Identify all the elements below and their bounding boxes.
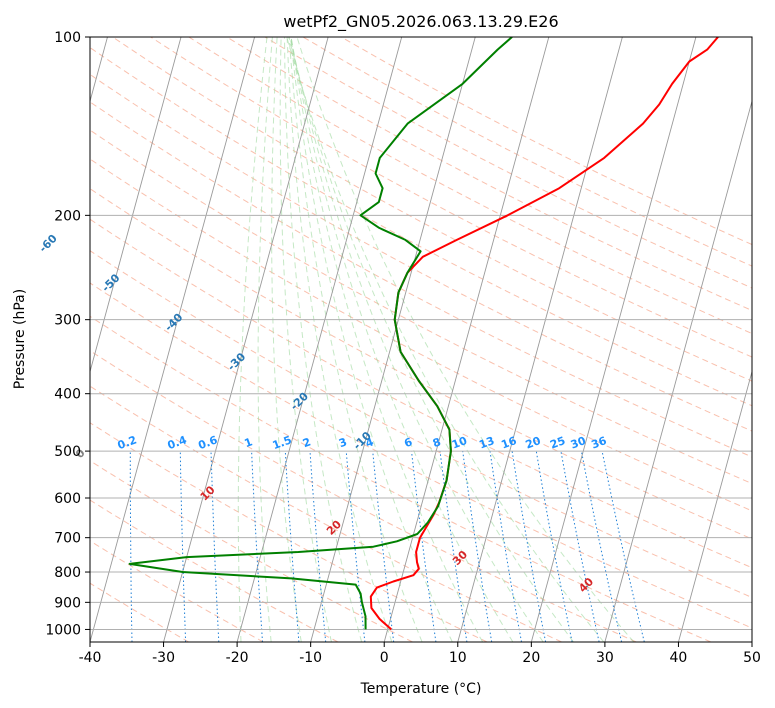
x-tick-label: -10 — [299, 650, 322, 666]
x-tick-label: -40 — [79, 650, 102, 666]
moist-adiabat-line — [288, 37, 423, 642]
chart-title: wetPf2_GN05.2026.063.13.29.E26 — [283, 12, 558, 32]
plot-frame — [89, 36, 753, 643]
mixing-ratio-line — [560, 451, 600, 642]
y-tick-label: 1000 — [45, 622, 81, 638]
isotherm-line — [310, 37, 476, 642]
mixing-ratio-line — [462, 451, 493, 642]
moist-adiabat-line — [290, 37, 484, 642]
mixing-ratio-label: 8 — [431, 435, 443, 450]
isotherm-line — [236, 37, 403, 642]
isotherm-line — [90, 37, 182, 374]
mixing-ratio-line — [601, 451, 645, 642]
mixing-ratio-line — [439, 451, 468, 642]
isotherm-line — [678, 369, 752, 642]
moist-adiabat-line — [289, 37, 453, 642]
x-tick-label: 50 — [743, 650, 761, 666]
dry-adiabat-line — [90, 101, 752, 458]
x-tick-label: 30 — [596, 650, 614, 666]
y-tick-label: 800 — [54, 565, 81, 581]
isotherm-line — [163, 37, 329, 642]
moist-adiabat-line — [257, 37, 273, 642]
mixing-ratio-label: 0.6 — [196, 433, 219, 452]
axes: -40 -30 -20 -10 0 10 20 30 40 5010020030040050060… — [45, 30, 761, 666]
moist-adiabat-line — [289, 37, 544, 642]
moist-adiabat-line — [286, 37, 393, 642]
x-tick-label: 40 — [670, 650, 688, 666]
dry-adiabat-line — [90, 422, 488, 642]
moist-adiabat-line — [290, 37, 514, 642]
mixing-ratio-line — [535, 451, 573, 642]
isotherm-line — [530, 37, 697, 642]
dry-adiabat-line — [188, 37, 752, 335]
x-axis-label: Temperature (°C) — [360, 681, 482, 697]
x-tick-label: 10 — [449, 650, 467, 666]
mixing-ratio-label: 20 — [524, 434, 543, 452]
mixing-ratio-label: 0.2 — [116, 433, 139, 452]
mixing-ratio-label: 25 — [548, 434, 567, 451]
plot-area — [90, 37, 752, 642]
mixing-ratio-label: 36 — [590, 434, 609, 452]
mixing-ratio-label: 16 — [499, 434, 518, 452]
moist-adiabat-line — [284, 37, 363, 642]
mixing-ratio-label: 10 — [450, 434, 469, 452]
dry-adiabat-line — [264, 37, 752, 289]
y-tick-label: 400 — [54, 387, 81, 403]
dry-adiabat-line — [90, 73, 752, 432]
moist-adiabat-line — [271, 37, 302, 642]
mixing-ratio-label: 3 — [337, 435, 349, 450]
mixing-ratio-label: 2 — [301, 435, 313, 450]
y-tick-label: 600 — [54, 491, 81, 507]
dry-adiabat-line — [90, 350, 637, 642]
y-tick-label: 100 — [54, 30, 81, 46]
dry-adiabat-line — [150, 37, 752, 358]
y-tick-label: 200 — [54, 208, 81, 224]
moist-adiabat-line — [279, 37, 332, 642]
dry-adiabat-line — [90, 582, 189, 642]
mixing-ratio-label: 1 — [243, 435, 255, 450]
y-tick-label: 700 — [54, 531, 81, 547]
mixing-ratio-label: 6 — [403, 435, 415, 450]
dewpoint-profile-line — [128, 37, 513, 630]
dry-adiabat-line — [90, 188, 752, 540]
y-tick-label: 300 — [54, 313, 81, 329]
dry-adiabat-line — [90, 385, 562, 642]
moist-adiabat-line — [237, 37, 268, 642]
mixing-ratio-label: 1.5 — [271, 433, 294, 452]
dry-adiabat-line — [90, 158, 752, 512]
mixing-ratio-line — [580, 451, 623, 642]
dry-adiabat-line — [90, 250, 752, 599]
isotherm-line — [90, 37, 256, 642]
y-tick-label: 900 — [54, 595, 81, 611]
moist-adiabat-line — [286, 37, 605, 642]
mixing-ratio-label: 4 — [364, 435, 376, 450]
mixing-ratio-label: 0.4 — [166, 433, 189, 452]
isotherm-line — [604, 99, 752, 642]
x-tick-label: -30 — [152, 650, 175, 666]
mixing-ratio-label: 13 — [477, 434, 496, 451]
mixing-ratio-line — [511, 451, 547, 642]
dry-adiabat-line — [90, 282, 752, 629]
dry-adiabat-line — [90, 315, 712, 642]
y-axis-label: Pressure (hPa) — [12, 289, 28, 389]
dry-adiabat-line — [90, 540, 264, 642]
mixing-ratio-label: 30 — [569, 434, 588, 452]
x-tick-label: -20 — [226, 650, 249, 666]
dry-adiabat-line — [90, 218, 752, 569]
moist-adiabat-line — [296, 37, 635, 642]
x-tick-label: 0 — [380, 650, 389, 666]
x-tick-label: 20 — [522, 650, 540, 666]
y-tick-label: 500 — [54, 444, 81, 460]
sounding-profiles — [128, 37, 719, 631]
mixing-ratio-line — [489, 451, 522, 642]
isotherm-line — [457, 37, 623, 642]
isotherm-line — [383, 37, 550, 642]
